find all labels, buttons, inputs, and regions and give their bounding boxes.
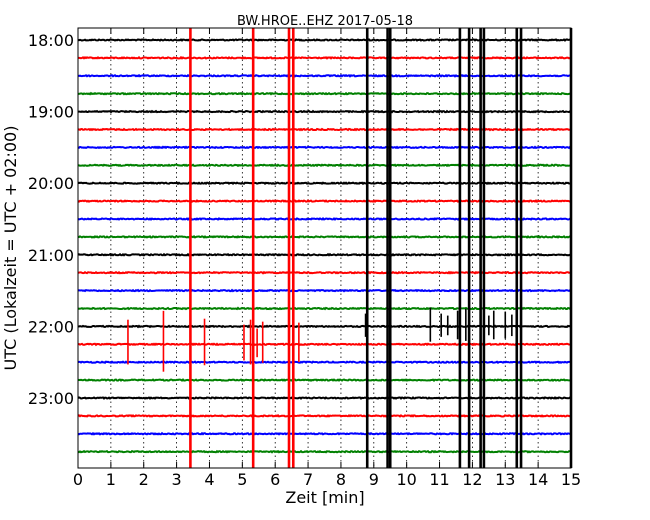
y-tick-label: 18:00 [28, 31, 74, 50]
plot-frame [77, 27, 572, 469]
x-axis-title: Zeit [min] [285, 488, 364, 507]
trace-line [77, 360, 572, 365]
event-spikes [127, 28, 573, 468]
trace-line [77, 378, 572, 383]
trace-line [77, 306, 572, 311]
grid-lines [110, 28, 539, 468]
trace-line [77, 109, 572, 114]
x-tick-label: 5 [237, 470, 247, 489]
y-axis-title: UTC (Lokalzeit = UTC + 02:00) [1, 126, 20, 371]
trace-line [77, 414, 572, 418]
chart-title: BW.HROE..EHZ 2017-05-18 [237, 14, 413, 29]
x-tick-label: 9 [369, 470, 379, 489]
x-tick-label: 11 [429, 470, 449, 489]
x-tick-labels: 0 1 2 3 4 5 6 7 8 9 10 11 12 13 14 15 [73, 470, 581, 489]
trace-line [77, 199, 572, 204]
x-tick-label: 10 [396, 470, 416, 489]
x-tick-label: 6 [270, 470, 280, 489]
trace-line [77, 38, 572, 42]
x-tick-label: 3 [172, 470, 182, 489]
y-tick-label: 21:00 [28, 246, 74, 265]
trace-line [77, 235, 572, 239]
trace-line [77, 324, 572, 329]
trace-line [77, 449, 572, 454]
y-tick-label: 20:00 [28, 174, 74, 193]
x-tick-label: 7 [303, 470, 313, 489]
trace-line [77, 270, 572, 275]
y-tick-label: 22:00 [28, 317, 74, 336]
x-tick-label: 15 [561, 470, 581, 489]
trace-line [77, 431, 572, 436]
y-tick-labels: 18:00 19:00 20:00 21:00 22:00 23:00 [28, 31, 74, 408]
trace-line [77, 91, 572, 96]
trace-line [77, 73, 572, 78]
trace-line [77, 163, 572, 168]
y-tick-label: 19:00 [28, 103, 74, 122]
y-tick-label: 23:00 [28, 389, 74, 408]
trace-line [77, 55, 572, 60]
trace-line [77, 181, 572, 186]
x-tick-label: 14 [528, 470, 548, 489]
x-tick-label: 13 [495, 470, 515, 489]
trace-line [77, 252, 572, 257]
trace-lines [77, 38, 572, 454]
trace-line [77, 342, 572, 347]
x-tick-label: 8 [336, 470, 346, 489]
x-tick-label: 12 [462, 470, 482, 489]
trace-line [77, 396, 572, 400]
trace-line [77, 127, 572, 132]
axis-ticks [77, 28, 572, 468]
trace-line [77, 217, 572, 221]
x-tick-label: 2 [139, 470, 149, 489]
x-tick-label: 0 [73, 470, 83, 489]
trace-line [77, 288, 572, 293]
x-tick-label: 4 [204, 470, 214, 489]
x-tick-label: 1 [106, 470, 116, 489]
trace-line [77, 145, 572, 150]
